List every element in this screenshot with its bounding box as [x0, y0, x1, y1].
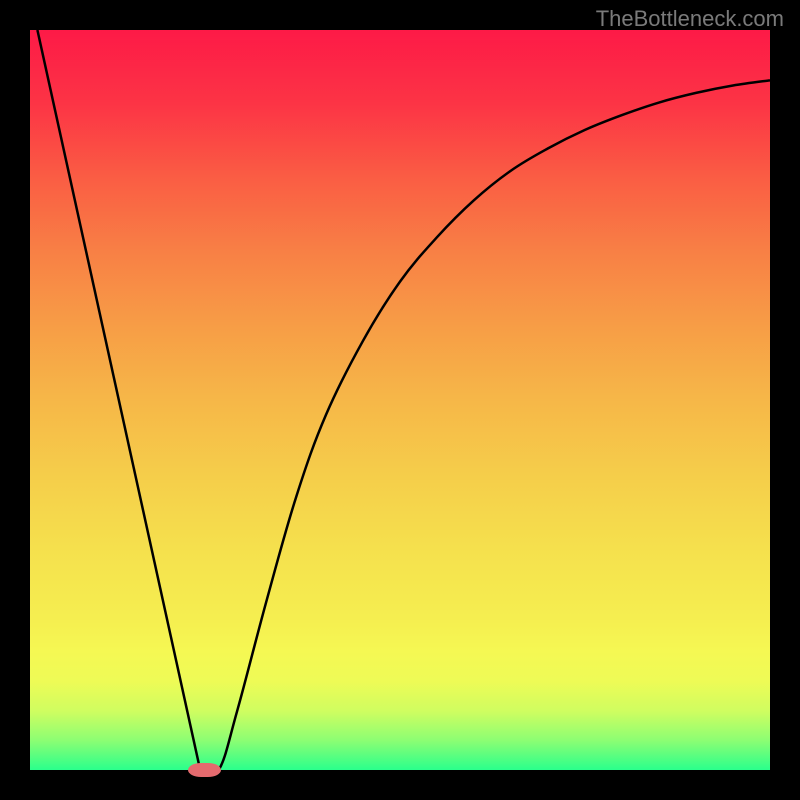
plot-area: [30, 30, 770, 770]
curve-left-branch: [37, 30, 200, 770]
chart-container: TheBottleneck.com: [0, 0, 800, 800]
watermark-text: TheBottleneck.com: [596, 6, 784, 32]
curve-right-branch: [200, 80, 770, 770]
minimum-marker: [188, 763, 221, 778]
curve-layer: [30, 30, 770, 770]
